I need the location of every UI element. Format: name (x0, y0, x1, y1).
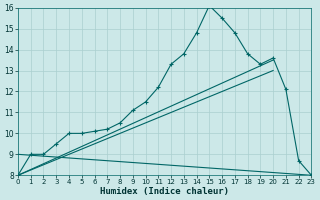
X-axis label: Humidex (Indice chaleur): Humidex (Indice chaleur) (100, 187, 229, 196)
